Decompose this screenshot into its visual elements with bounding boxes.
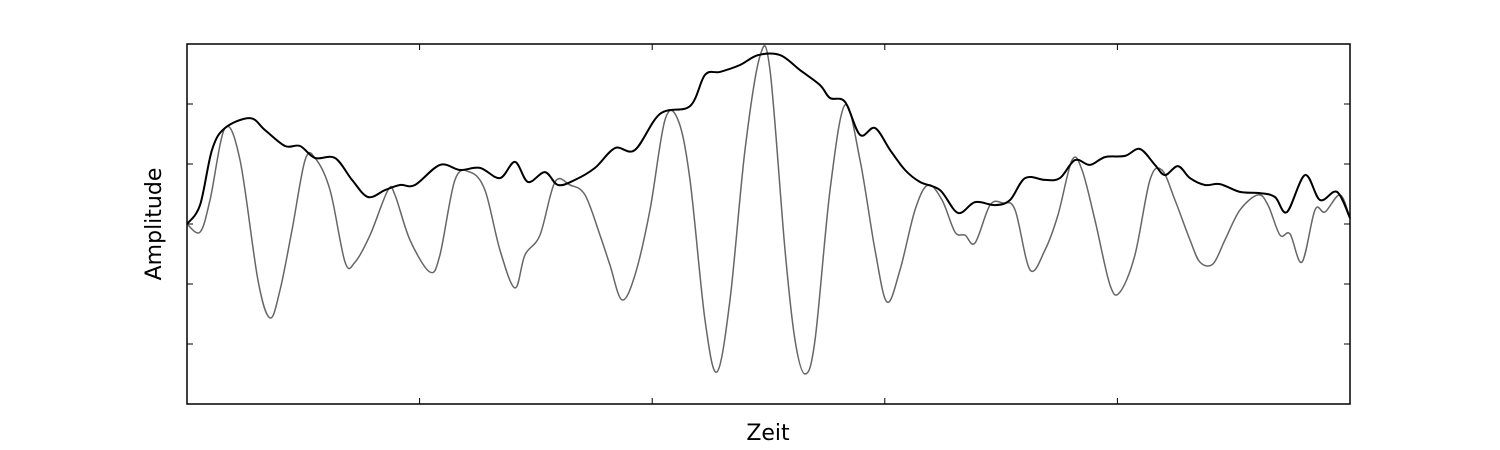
line xyxy=(186,45,1351,375)
y-axis-label: Amplitude xyxy=(142,168,167,281)
plot-frame xyxy=(186,43,1351,405)
x-axis-label: Zeit xyxy=(746,421,790,446)
line xyxy=(186,52,1351,225)
